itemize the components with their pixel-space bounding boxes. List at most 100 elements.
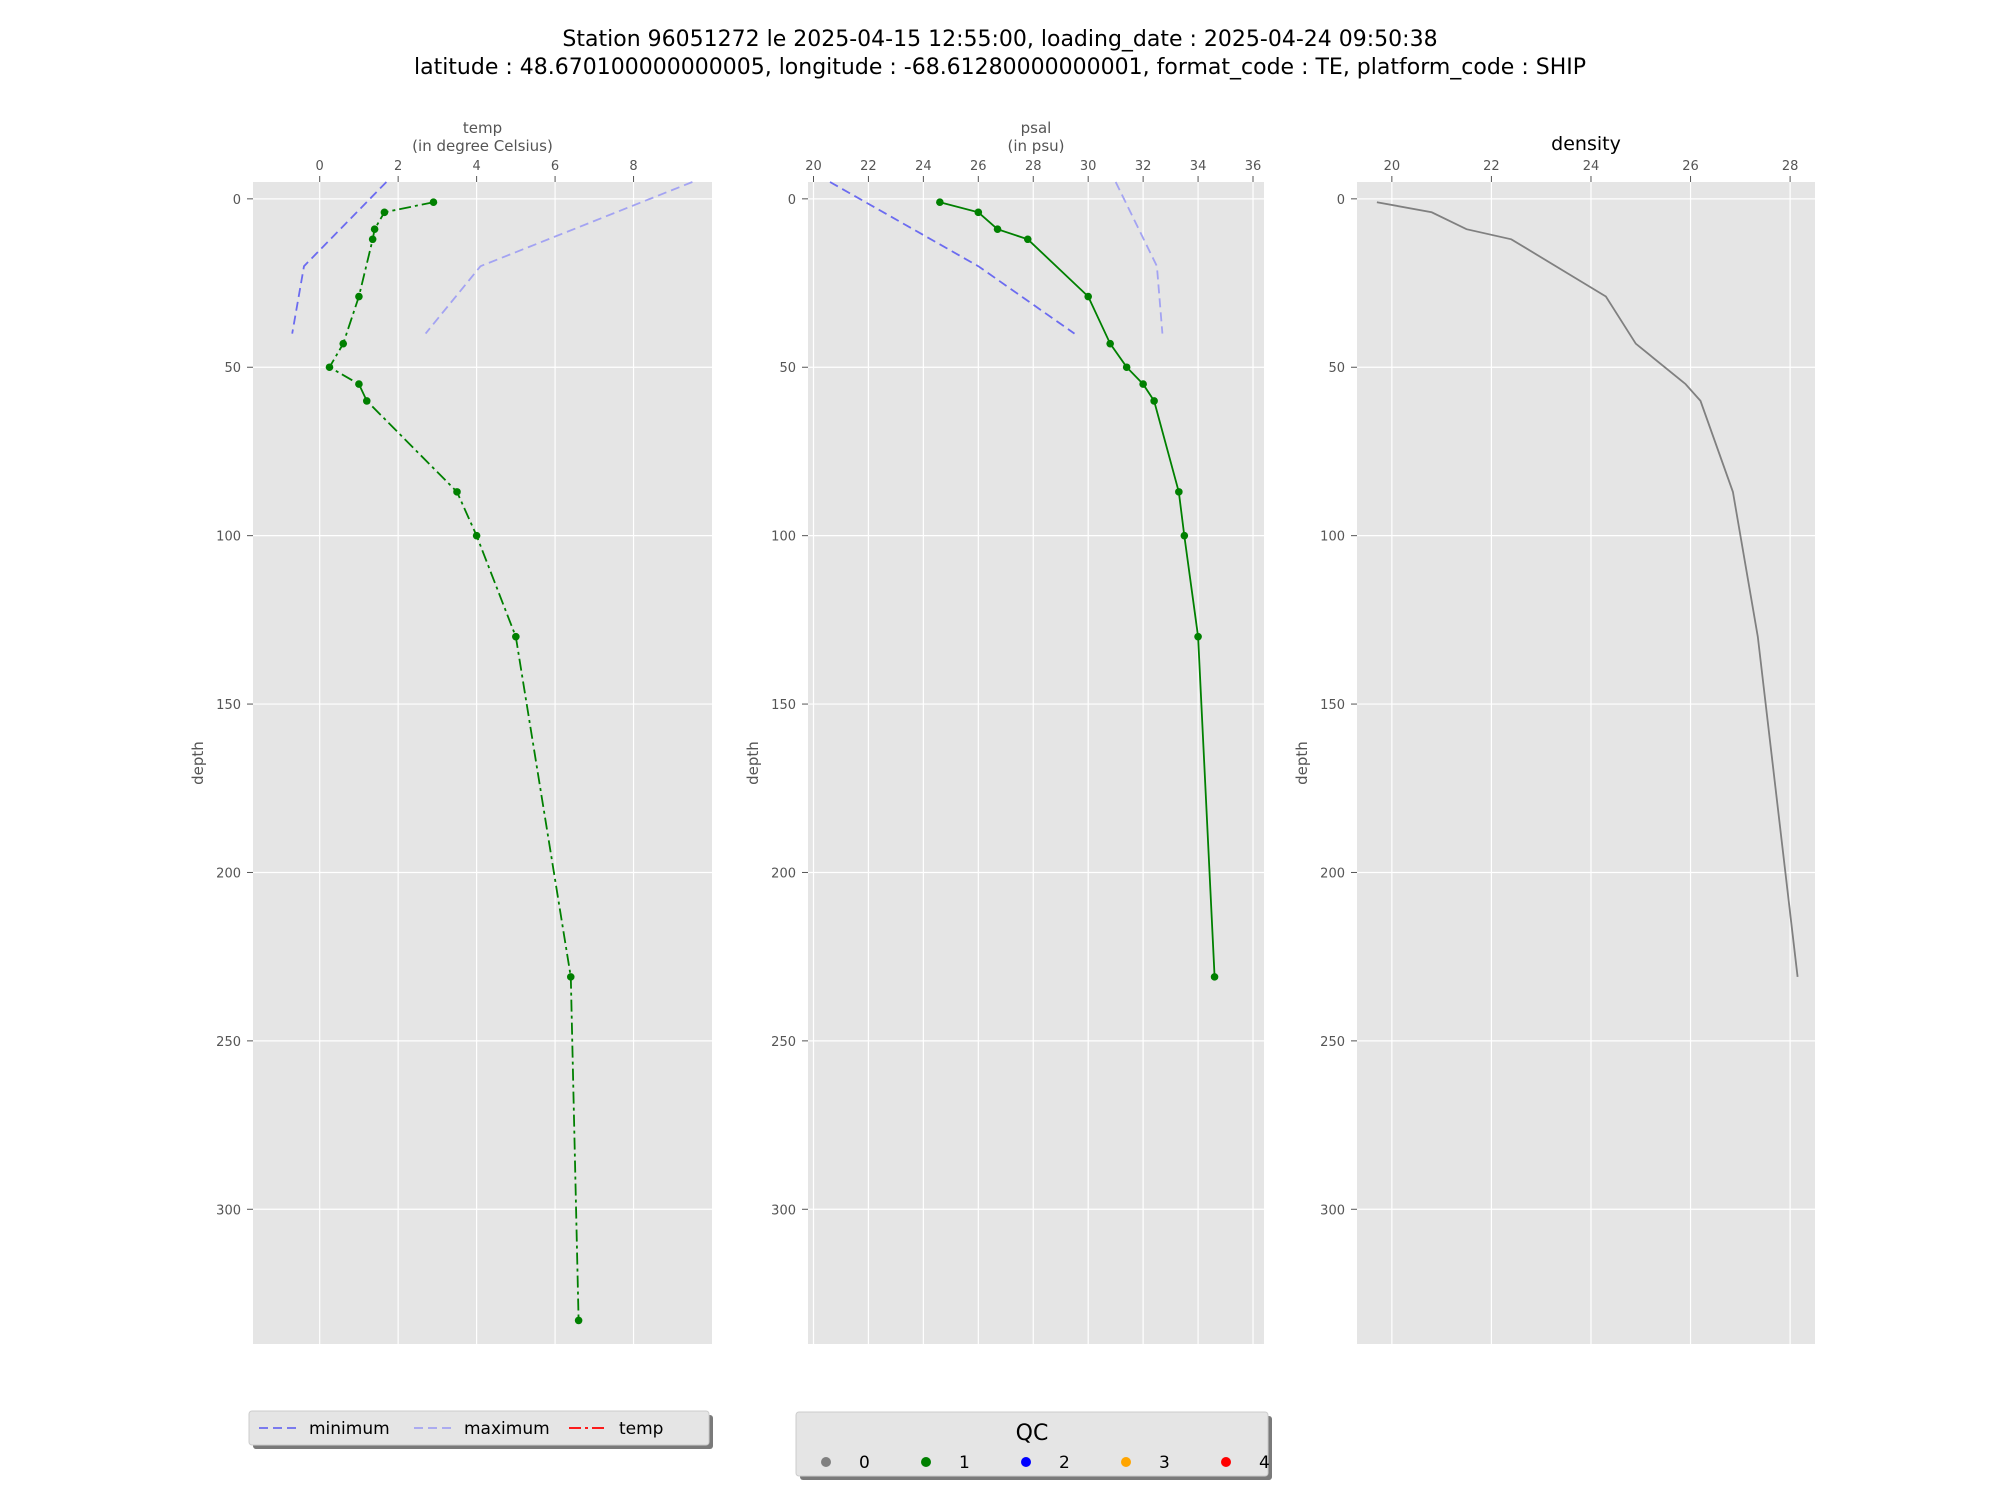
x-tick-label: 24 (915, 159, 932, 174)
data-point-psal (1210, 973, 1219, 981)
x-tick-label: 28 (1782, 159, 1799, 174)
legend-qc-marker-4 (1221, 1457, 1231, 1467)
data-point-temp (429, 198, 438, 207)
panel-temp: 0 2 4 6 8 0 50 100 150 200 250 300 temp(in degree Ce… (189, 119, 712, 1344)
data-point-temp (368, 235, 377, 244)
x-tick-label: 20 (805, 159, 822, 174)
data-point-temp (355, 292, 363, 301)
series-line-maximum (424, 181, 693, 335)
x-tick-label: 26 (970, 159, 987, 174)
x-tick-label: 30 (1080, 159, 1097, 174)
data-point-temp (355, 380, 363, 388)
legend-qc-marker-1 (921, 1457, 931, 1467)
legend-qc-label-0: 0 (859, 1453, 870, 1473)
y-tick-label: 100 (1320, 530, 1345, 545)
legend-qc-label-3: 3 (1159, 1453, 1170, 1473)
data-point-temp (339, 339, 348, 348)
data-point-psal (1023, 235, 1032, 244)
y-tick-label: 300 (771, 1203, 796, 1218)
legend-qc-marker-3 (1121, 1457, 1131, 1467)
x-tick-label: 28 (1025, 159, 1042, 174)
x-tick-label: 34 (1190, 159, 1207, 174)
y-tick-label: 100 (216, 530, 241, 545)
x-tick-label: 20 (1384, 159, 1401, 174)
panel-psal: 20 22 24 26 28 30 32 34 36 0 50 100 150 200 250 300 psal… (744, 119, 1264, 1344)
data-point-psal (1139, 380, 1147, 388)
x-axis-unit-label: (in psu) (1008, 137, 1065, 155)
y-tick-label: 300 (1320, 1203, 1345, 1218)
x-tick-label: 36 (1245, 159, 1262, 174)
legend-qc-box (795, 1411, 1269, 1477)
x-axis-label: temp (463, 119, 502, 137)
x-tick-label: 2 (394, 159, 402, 174)
data-point-psal (1084, 292, 1092, 301)
data-point-psal (993, 225, 1002, 233)
x-tick-label: 24 (1583, 159, 1600, 174)
legend-line-styles: minimum maximum temp (248, 1410, 713, 1449)
legend-qc-marker-0 (821, 1457, 831, 1467)
y-tick-label: 250 (1320, 1035, 1345, 1050)
x-axis-unit-label: (in degree Celsius) (412, 137, 553, 155)
y-tick-label: 0 (1337, 193, 1345, 208)
data-point-psal (1106, 339, 1114, 348)
x-tick-label: 4 (472, 159, 480, 174)
panel-density: 20 22 24 26 28 0 50 100 150 200 250 300 density depth (1293, 133, 1815, 1344)
y-axis-label: depth (744, 741, 762, 785)
data-point-temp (325, 363, 334, 372)
y-tick-label: 50 (779, 361, 796, 376)
data-point-psal (936, 198, 944, 207)
legend-qc-label-2: 2 (1059, 1453, 1070, 1473)
y-axis-label: depth (189, 741, 207, 785)
legend-line-label-maximum: maximum (464, 1419, 550, 1439)
series-line-maximum (1114, 181, 1164, 334)
data-point-temp (566, 973, 575, 981)
plot-area-density (1357, 182, 1815, 1344)
y-tick-label: 50 (224, 361, 241, 376)
legend-line-styles-box (248, 1410, 710, 1446)
panel-title: density (1551, 133, 1621, 155)
y-tick-label: 0 (788, 193, 796, 208)
x-tick-label: 26 (1682, 159, 1699, 174)
data-point-temp (380, 208, 389, 217)
legend-qc-marker-2 (1021, 1457, 1031, 1467)
y-tick-label: 150 (771, 698, 796, 713)
x-tick-label: 0 (316, 159, 324, 174)
y-tick-label: 50 (1328, 361, 1345, 376)
data-point-temp (512, 632, 520, 641)
x-tick-label: 22 (1483, 159, 1500, 174)
data-point-psal (974, 208, 983, 217)
plot-area-temp (253, 182, 712, 1344)
series-line-minimum (829, 181, 1076, 335)
y-axis-label: depth (1293, 741, 1311, 785)
y-tick-label: 300 (216, 1203, 241, 1218)
data-point-temp (453, 488, 461, 496)
data-point-temp (574, 1316, 583, 1325)
x-axis-label: psal (1021, 119, 1052, 137)
data-point-psal (1122, 363, 1131, 372)
x-tick-label: 32 (1135, 159, 1152, 174)
y-tick-label: 250 (216, 1035, 241, 1050)
figure-title-line1: Station 96051272 le 2025-04-15 12:55:00,… (562, 27, 1437, 52)
data-point-psal (1180, 531, 1189, 540)
legend-qc-label-1: 1 (959, 1453, 970, 1473)
x-tick-label: 22 (860, 159, 877, 174)
data-point-psal (1194, 632, 1202, 641)
y-tick-label: 0 (233, 193, 241, 208)
y-tick-label: 200 (1320, 866, 1345, 881)
y-tick-label: 200 (771, 866, 796, 881)
legend-line-label-minimum: minimum (309, 1419, 390, 1439)
data-point-temp (370, 225, 379, 233)
x-tick-label: 8 (629, 159, 637, 174)
plot-area-psal (808, 182, 1264, 1344)
y-tick-label: 200 (216, 866, 241, 881)
data-point-psal (1150, 397, 1158, 405)
x-tick-label: 6 (551, 159, 559, 174)
y-tick-label: 250 (771, 1035, 796, 1050)
y-tick-label: 150 (216, 698, 241, 713)
legend-qc-title: QC (1016, 1421, 1049, 1446)
y-tick-label: 150 (1320, 698, 1345, 713)
data-point-psal (1175, 488, 1183, 496)
legend-line-label-temp: temp (619, 1419, 663, 1439)
series-line-minimum (291, 181, 388, 334)
